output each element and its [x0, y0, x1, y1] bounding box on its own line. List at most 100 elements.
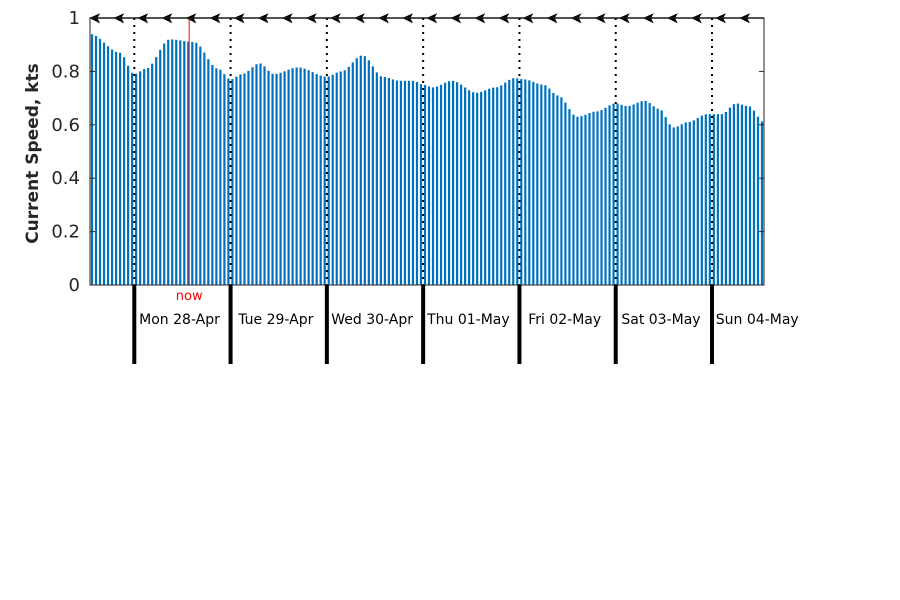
y-tick-label-3: 0.6	[51, 115, 80, 136]
y-axis-label: Current Speed, kts	[23, 63, 43, 244]
day-label-5: Sat 03-May	[621, 312, 700, 328]
speed-bar-29	[207, 59, 210, 286]
speed-bar-39	[247, 70, 250, 285]
speed-bar-161	[736, 103, 740, 285]
speed-bar-35	[231, 79, 234, 285]
speed-bar-76	[395, 80, 399, 285]
speed-bar-163	[744, 105, 748, 285]
y-tick-label-0: 0	[69, 275, 80, 296]
bar-series	[90, 34, 764, 286]
speed-bar-126	[596, 111, 599, 285]
speed-bar-88	[443, 82, 447, 286]
speed-bar-165	[752, 110, 756, 285]
speed-bar-125	[592, 111, 595, 285]
speed-bar-111	[536, 83, 539, 285]
speed-bar-26	[195, 42, 198, 286]
speed-bar-114	[548, 88, 551, 285]
speed-bar-27	[199, 46, 202, 285]
speed-bar-133	[624, 105, 627, 286]
speed-bar-116	[556, 95, 559, 285]
speed-bar-103	[504, 82, 507, 285]
day-label-2: Wed 30-Apr	[331, 312, 413, 328]
speed-bar-140	[652, 106, 655, 285]
speed-bar-1	[94, 35, 98, 285]
speed-bar-30	[211, 64, 214, 285]
speed-bar-69	[367, 60, 370, 285]
speed-bar-100	[492, 87, 495, 285]
speed-bar-8	[123, 57, 126, 286]
speed-bar-23	[183, 41, 186, 285]
speed-bar-31	[215, 68, 218, 285]
speed-bar-152	[700, 115, 703, 285]
speed-bar-5	[110, 49, 114, 286]
speed-bar-45	[271, 73, 274, 285]
speed-bar-51	[295, 67, 298, 286]
y-tick-label-1: 0.2	[51, 222, 80, 243]
speed-bar-167	[760, 121, 764, 285]
speed-bar-115	[552, 92, 555, 286]
speed-bar-145	[672, 127, 675, 285]
speed-bar-109	[528, 80, 531, 285]
speed-bar-28	[203, 52, 206, 286]
speed-bar-141	[656, 108, 659, 285]
speed-bar-113	[544, 85, 547, 285]
speed-bar-81	[415, 81, 419, 285]
speed-bar-60	[331, 74, 334, 285]
speed-bar-22	[179, 40, 182, 285]
speed-bar-166	[756, 116, 760, 286]
speed-bar-47	[279, 72, 282, 285]
speed-bar-90	[451, 80, 455, 285]
speed-bar-143	[664, 117, 667, 285]
speed-bar-134	[628, 105, 631, 285]
speed-bar-74	[387, 78, 390, 286]
speed-bar-86	[435, 86, 439, 285]
speed-bar-65	[351, 62, 354, 285]
speed-bar-15	[151, 63, 154, 285]
speed-bar-72	[379, 76, 382, 286]
day-label-3: Thu 01-May	[426, 312, 510, 328]
speed-bar-80	[411, 80, 415, 285]
speed-bar-118	[564, 102, 567, 285]
speed-bar-160	[732, 104, 736, 285]
speed-bar-89	[447, 81, 451, 285]
speed-bar-46	[275, 73, 278, 285]
speed-bar-132	[620, 104, 623, 285]
speed-bar-38	[243, 73, 246, 285]
speed-bar-11	[135, 73, 138, 285]
speed-bar-84	[427, 86, 431, 285]
speed-bar-59	[327, 76, 330, 285]
speed-bar-85	[431, 87, 435, 285]
speed-bar-14	[147, 67, 150, 286]
speed-bar-19	[167, 39, 170, 285]
speed-bar-159	[728, 107, 732, 285]
speed-bar-92	[460, 84, 463, 285]
speed-bar-4	[106, 46, 110, 286]
speed-bar-68	[363, 56, 366, 285]
speed-bar-150	[692, 120, 695, 285]
speed-bar-94	[468, 90, 471, 285]
speed-bar-7	[118, 52, 122, 286]
speed-bar-96	[476, 92, 479, 286]
speed-bar-40	[251, 67, 254, 285]
day-label-6: Sun 04-May	[716, 312, 799, 328]
y-tick-label-5: 1	[69, 8, 80, 29]
speed-bar-67	[359, 55, 362, 285]
speed-bar-151	[696, 117, 699, 285]
speed-bar-158	[724, 111, 727, 285]
speed-bar-156	[716, 114, 719, 286]
speed-bar-21	[175, 39, 178, 285]
speed-bar-17	[159, 49, 162, 286]
speed-bar-104	[508, 79, 511, 285]
speed-bar-41	[255, 64, 258, 285]
speed-bar-9	[127, 65, 130, 285]
speed-bar-97	[480, 91, 483, 285]
speed-bar-82	[419, 84, 423, 285]
speed-bar-142	[660, 110, 663, 286]
speed-bar-49	[287, 69, 290, 286]
day-label-4: Fri 02-May	[528, 312, 601, 328]
speed-bar-78	[403, 80, 407, 285]
speed-bar-129	[608, 105, 611, 285]
speed-bar-25	[191, 41, 194, 285]
speed-bar-43	[263, 66, 266, 286]
speed-bar-124	[588, 113, 591, 285]
